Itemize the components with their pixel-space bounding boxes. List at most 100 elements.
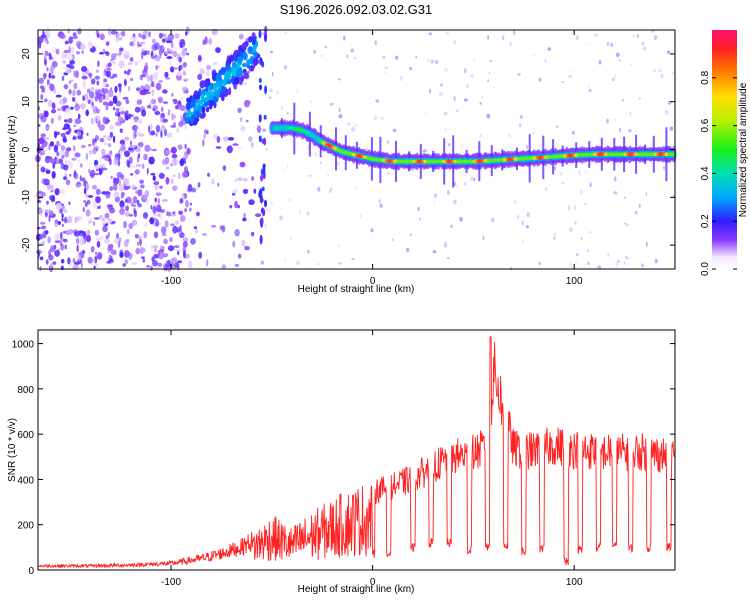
- colorbar-label: Normalized spectral amplitude: [738, 82, 749, 217]
- noise-speckle: [660, 73, 664, 79]
- noise-speckle: [265, 225, 267, 230]
- noise-speckle: [90, 246, 95, 253]
- noise-speckle: [131, 262, 137, 265]
- noise-speckle: [105, 105, 109, 111]
- noise-speckle: [337, 244, 341, 248]
- noise-speckle: [39, 85, 45, 89]
- noise-speckle: [126, 159, 130, 167]
- noise-speckle: [350, 48, 355, 53]
- noise-speckle: [234, 200, 239, 209]
- noise-speckle: [95, 108, 101, 114]
- noise-speckle: [373, 115, 378, 121]
- noise-speckle: [170, 146, 177, 154]
- noise-speckle: [40, 166, 46, 173]
- noise-speckle: [92, 201, 97, 209]
- noise-speckle: [63, 72, 69, 76]
- noise-speckle: [102, 70, 106, 78]
- early-ridge-blob: [237, 68, 243, 77]
- noise-speckle: [440, 83, 443, 87]
- noise-speckle: [102, 48, 106, 55]
- noise-speckle: [179, 215, 186, 222]
- noise-speckle: [138, 59, 142, 63]
- noise-speckle: [50, 117, 54, 125]
- noise-speckle: [124, 249, 130, 258]
- noise-speckle: [49, 266, 53, 271]
- noise-speckle: [573, 204, 577, 211]
- noise-speckle: [521, 239, 525, 243]
- noise-speckle: [438, 92, 443, 97]
- noise-speckle: [629, 63, 633, 67]
- noise-speckle: [54, 219, 59, 224]
- noise-speckle: [90, 117, 95, 125]
- noise-speckle: [587, 261, 590, 266]
- noise-speckle: [139, 41, 146, 45]
- noise-speckle: [144, 62, 149, 68]
- noise-speckle: [588, 42, 591, 45]
- noise-speckle: [99, 51, 105, 55]
- noise-speckle: [460, 143, 464, 149]
- x-tick-label: -100: [161, 577, 181, 588]
- noise-speckle: [166, 48, 170, 52]
- noise-speckle: [150, 244, 154, 251]
- noise-speckle: [652, 69, 657, 73]
- noise-speckle: [150, 205, 153, 210]
- noise-speckle: [124, 198, 128, 203]
- y-tick-label: -20: [21, 237, 32, 252]
- noise-speckle: [106, 70, 111, 78]
- noise-speckle: [269, 50, 273, 54]
- noise-speckle: [115, 121, 122, 126]
- early-ridge-blob: [209, 100, 214, 105]
- noise-speckle: [55, 48, 60, 55]
- noise-speckle: [629, 111, 632, 116]
- noise-speckle: [607, 252, 610, 257]
- noise-speckle: [136, 99, 143, 105]
- snr-marks: [37, 336, 676, 569]
- noise-speckle: [47, 99, 53, 108]
- noise-speckle: [338, 262, 343, 265]
- noise-speckle: [151, 89, 155, 97]
- noise-speckle: [46, 200, 49, 205]
- noise-speckle: [69, 60, 76, 65]
- noise-speckle: [161, 124, 165, 132]
- noise-speckle: [85, 152, 89, 161]
- noise-speckle: [123, 220, 127, 229]
- early-ridge-blob: [210, 82, 214, 90]
- noise-speckle: [282, 167, 284, 172]
- noise-speckle: [113, 156, 119, 165]
- noise-speckle: [152, 175, 156, 181]
- noise-speckle: [286, 112, 289, 115]
- noise-speckle: [148, 125, 151, 133]
- early-ridge-blob: [248, 47, 253, 52]
- noise-speckle: [222, 136, 230, 142]
- noise-speckle: [100, 93, 103, 97]
- noise-speckle: [617, 260, 620, 263]
- noise-speckle: [133, 209, 137, 218]
- noise-speckle: [584, 170, 587, 173]
- noise-speckle: [89, 91, 95, 99]
- noise-speckle: [94, 115, 101, 122]
- noise-speckle: [119, 208, 125, 215]
- noise-speckle: [153, 253, 160, 259]
- noise-speckle: [453, 96, 456, 101]
- noise-speckle: [197, 182, 201, 188]
- noise-speckle: [112, 183, 118, 191]
- noise-speckle: [613, 118, 617, 121]
- noise-speckle: [44, 230, 49, 235]
- noise-speckle: [268, 96, 272, 99]
- noise-speckle: [250, 231, 255, 237]
- noise-speckle: [167, 245, 175, 252]
- noise-speckle: [658, 69, 662, 73]
- noise-speckle: [173, 245, 180, 249]
- streak-blob: [260, 168, 264, 175]
- noise-speckle: [150, 265, 153, 271]
- noise-speckle: [177, 71, 182, 77]
- noise-speckle: [76, 254, 82, 261]
- noise-speckle: [71, 54, 75, 61]
- early-ridge-blob: [223, 78, 227, 86]
- early-ridge-blob: [214, 83, 218, 87]
- noise-speckle: [82, 72, 86, 77]
- noise-speckle: [155, 192, 162, 196]
- noise-speckle: [179, 96, 185, 100]
- noise-speckle: [459, 216, 463, 222]
- noise-speckle: [182, 62, 187, 68]
